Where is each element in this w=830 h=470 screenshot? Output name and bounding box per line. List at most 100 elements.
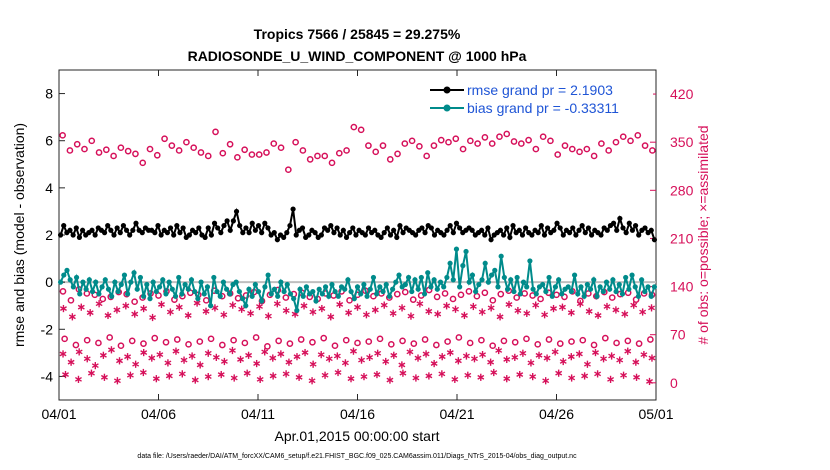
possible-obs-marker [379,142,387,149]
assimilated-obs-marker [245,351,253,359]
rmse-point [193,230,199,236]
assimilated-obs-marker [358,356,366,364]
rmse-point [133,220,139,226]
assimilated-obs-marker [68,313,76,321]
bias-point [642,288,648,295]
bias-point [115,288,121,295]
assimilated-obs-marker [438,353,446,361]
assimilated-obs-marker [477,373,485,381]
assimilated-obs-marker [398,361,406,369]
bias-point [457,284,463,290]
y2-tick-label: 280 [670,182,694,198]
legend-box [425,76,653,116]
possible-obs-marker [183,138,190,146]
possible-obs-marker [95,339,102,347]
possible-obs-marker [437,136,445,144]
assimilated-obs-marker [264,312,272,320]
possible-obs-marker [441,290,449,297]
assimilated-obs-marker [164,359,172,367]
assimilated-obs-marker [349,347,357,355]
rmse-point [274,237,280,243]
bias-point [543,288,549,295]
assimilated-obs-marker [575,350,583,358]
bias-point [125,291,131,297]
possible-obs-marker [102,146,110,154]
bias-point [520,279,527,285]
possible-obs-marker [153,151,161,159]
rmse-point [422,230,428,236]
rmse-point [325,227,331,233]
y-tick-label: 6 [45,133,53,149]
bias-point [188,277,195,283]
rmse-point [287,222,293,229]
rmse-point [328,222,334,229]
bias-point [546,274,552,281]
assimilated-obs-marker [158,300,165,309]
assimilated-obs-marker [178,370,186,378]
assimilated-obs-marker [301,348,309,357]
possible-obs-marker [649,147,656,154]
bias-point [597,284,603,290]
assimilated-obs-marker [416,300,424,308]
assimilated-obs-marker [621,310,629,318]
possible-obs-marker [185,340,192,348]
bias-point [303,284,310,290]
bias-point [495,284,501,290]
bias-point [278,279,284,285]
bias-point [492,267,498,273]
bias-point [166,279,172,285]
rmse-point [441,232,447,238]
rmse-point [576,227,582,233]
chart-title: Tropics 7566 / 25845 = 29.275% RADIOSOND… [188,26,527,64]
rmse-point [350,225,356,231]
assimilated-obs-marker [212,353,220,361]
assimilated-obs-marker [191,376,199,384]
bias-point [160,277,166,283]
possible-obs-marker [430,142,438,149]
assimilated-obs-marker [639,308,647,316]
assimilated-obs-marker [542,377,550,385]
y-tick-label: -2 [41,321,54,337]
bias-point [172,293,179,299]
rmse-point [614,227,620,233]
rmse-point [431,232,438,238]
bias-point [77,291,83,297]
bias-point [105,286,112,292]
assimilated-obs-marker [228,346,236,355]
possible-obs-marker [449,295,457,303]
possible-obs-marker [161,135,168,143]
bias-point [93,279,99,285]
rmse-point [227,227,233,233]
assimilated-obs-marker [559,357,567,366]
rmse-point [108,227,114,233]
bias-point [511,288,517,295]
rmse-point [211,220,218,226]
y2-tick-label: 350 [670,134,694,150]
assimilated-obs-marker [479,351,487,359]
bias-point [434,286,440,292]
rmse-line [59,207,656,243]
bias-point [281,288,287,295]
bias-point [587,286,594,292]
possible-obs-marker [124,147,132,155]
assimilated-obs-marker [116,357,123,365]
rmse-point [497,227,504,233]
assimilated-obs-marker [308,377,316,385]
rmse-point [255,222,262,229]
assimilated-obs-marker [243,369,251,377]
bias-point [201,291,207,297]
bias-point [351,296,357,302]
bias-point [431,277,437,283]
bias-point [67,277,73,283]
bias-point [192,288,198,295]
assimilated-obs-marker [100,373,108,381]
possible-obs-marker [525,136,532,144]
possible-obs-marker [421,336,429,343]
possible-obs-marker [489,342,497,350]
assimilated-obs-marker [333,352,341,360]
possible-obs-marker [275,337,283,345]
y2-tick-label: 0 [670,375,678,391]
possible-obs-marker [619,133,627,141]
assimilated-obs-marker [607,375,615,383]
y-tick-label: 2 [45,227,53,243]
